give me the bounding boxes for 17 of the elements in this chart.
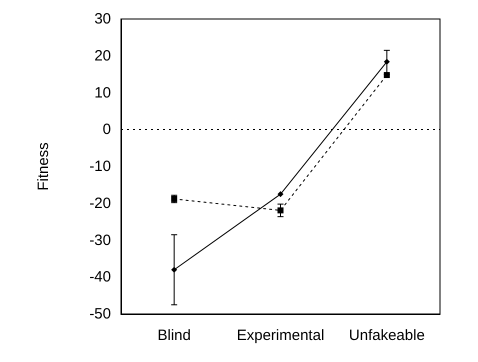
point <box>278 207 284 214</box>
point <box>384 58 390 65</box>
y-tick-label: -20 <box>89 194 111 212</box>
y-tick-label: 0 <box>102 121 111 138</box>
y-tick-label: 20 <box>94 47 111 64</box>
x-tick-label: Blind <box>157 327 191 344</box>
point <box>171 266 178 273</box>
x-tick-label: Experimental <box>236 327 324 344</box>
x-tick-label: Unfakeable <box>348 327 425 344</box>
y-tick-label: -50 <box>89 306 111 322</box>
point <box>278 191 284 198</box>
y-tick-label: 10 <box>94 84 111 102</box>
y-axis-title: Fitness <box>35 142 52 191</box>
y-tick-label: -30 <box>89 232 111 249</box>
y-tick-label: 30 <box>94 10 111 28</box>
y-tick-label: -10 <box>89 158 111 175</box>
y-tick-label: -40 <box>89 268 111 286</box>
